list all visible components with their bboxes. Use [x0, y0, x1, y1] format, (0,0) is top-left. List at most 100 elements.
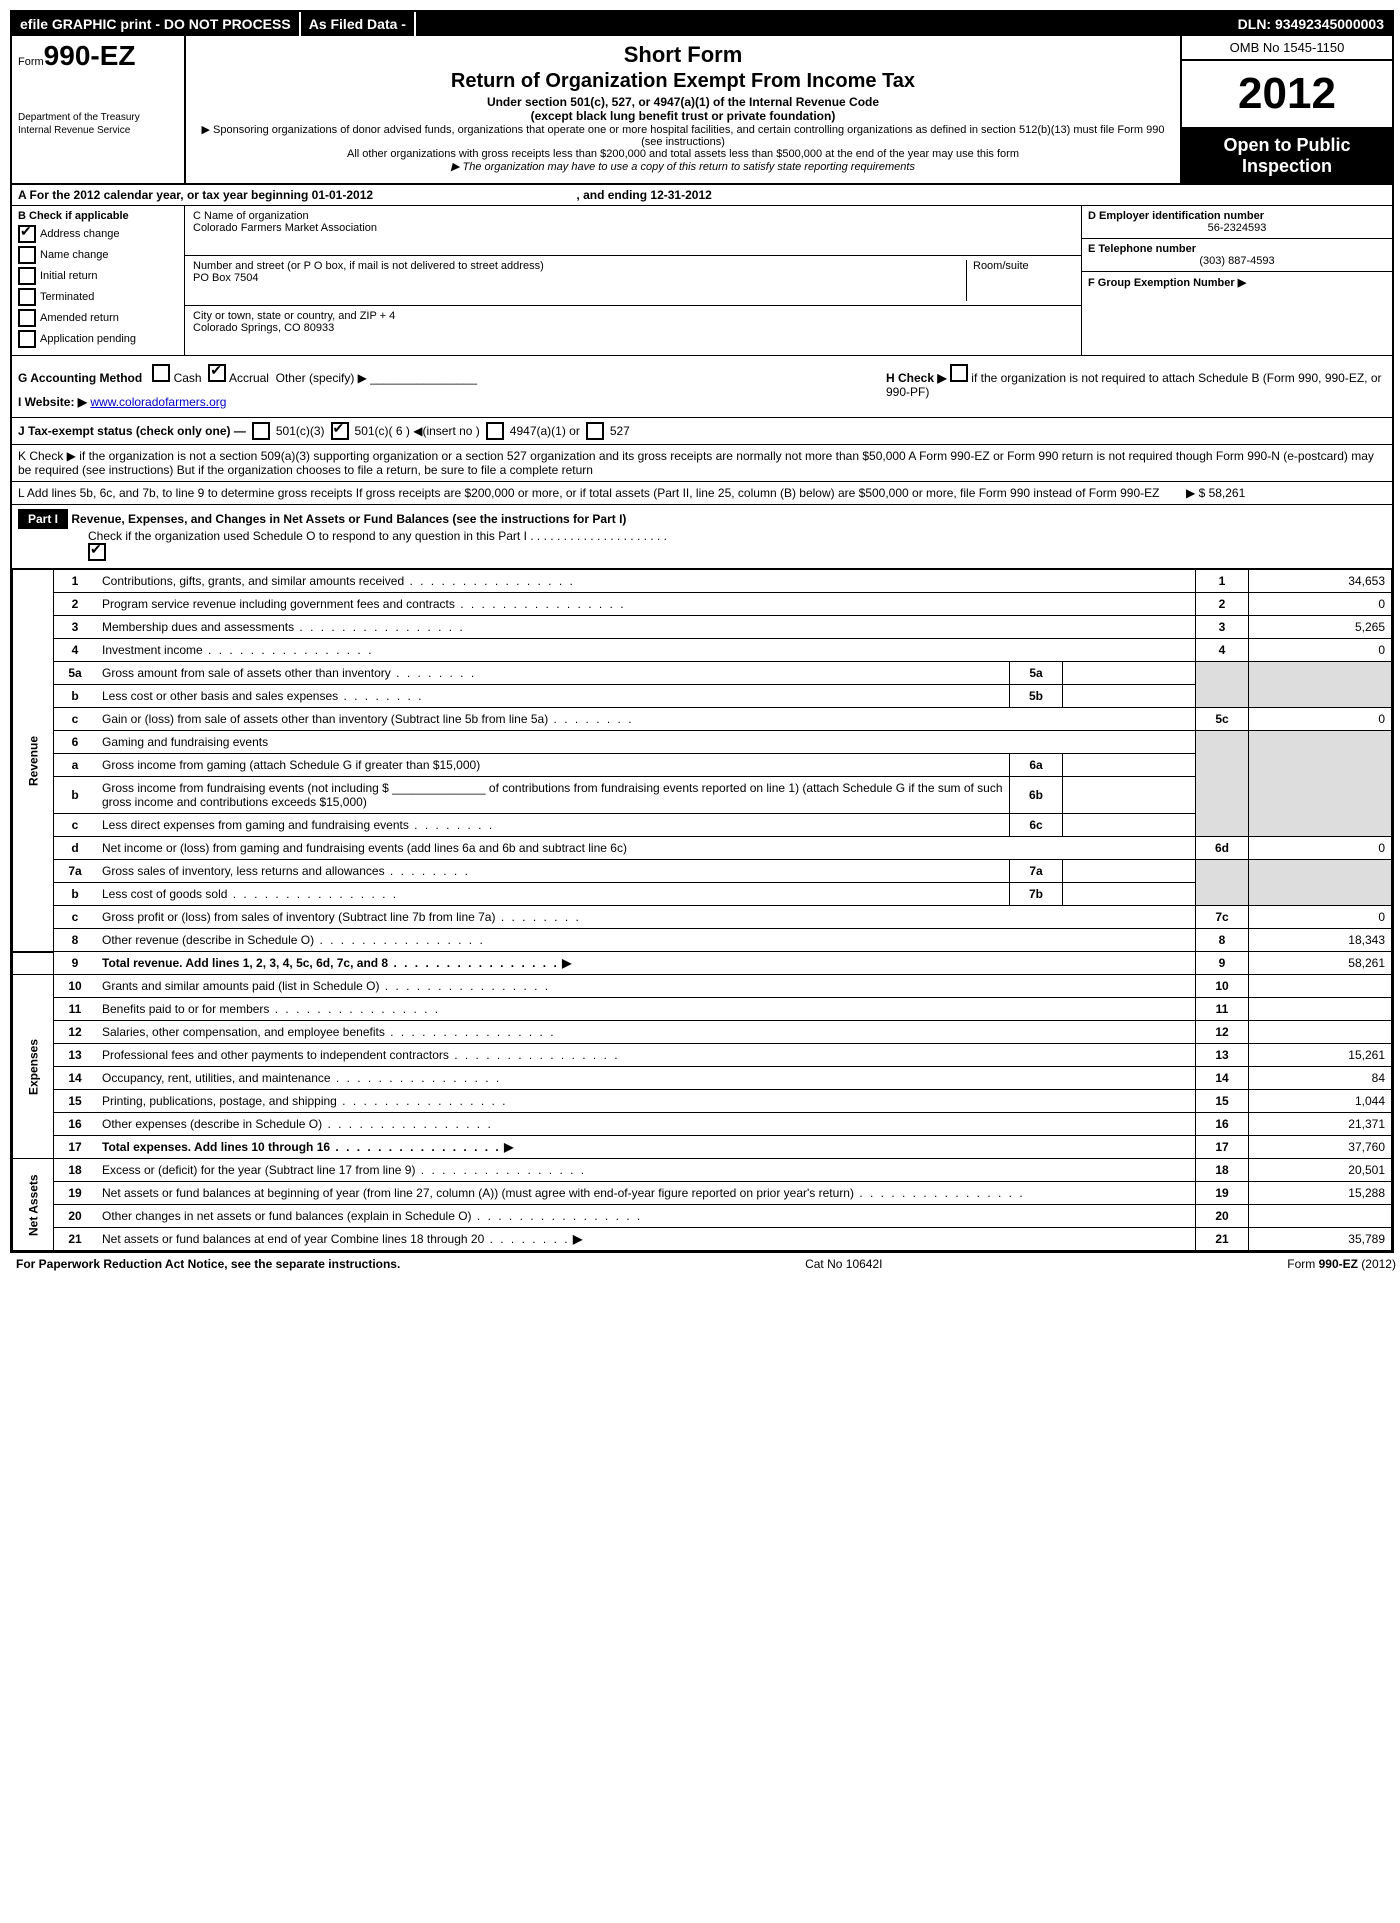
open-public-1: Open to Public: [1186, 135, 1388, 156]
subtitle-2: (except black lung benefit trust or priv…: [194, 109, 1172, 123]
row-l: L Add lines 5b, 6c, and 7b, to line 9 to…: [12, 482, 1392, 505]
row-g: G Accounting Method Cash Accrual Other (…: [12, 356, 880, 417]
website-link[interactable]: www.coloradofarmers.org: [90, 395, 226, 409]
row-h-label: H Check ▶: [886, 371, 947, 385]
header-left: Form990-EZ Department of the Treasury In…: [12, 36, 186, 183]
footer: For Paperwork Reduction Act Notice, see …: [10, 1253, 1400, 1275]
row-j: J Tax-exempt status (check only one) — 5…: [12, 418, 1392, 445]
form-990ez: efile GRAPHIC print - DO NOT PROCESS As …: [10, 10, 1394, 1253]
part-1-check-text: Check if the organization used Schedule …: [88, 529, 667, 543]
ein-value: 56-2324593: [1088, 222, 1386, 234]
header-center: Short Form Return of Organization Exempt…: [186, 36, 1180, 183]
section-b-to-f: B Check if applicable Address change Nam…: [12, 206, 1392, 356]
check-terminated[interactable]: Terminated: [18, 288, 178, 306]
group-exemption-label: F Group Exemption Number ▶: [1088, 277, 1246, 289]
checkbox-501c3[interactable]: [252, 422, 270, 440]
as-filed: As Filed Data -: [301, 12, 416, 36]
street-label: Number and street (or P O box, if mail i…: [193, 260, 966, 272]
omb-number: OMB No 1545-1150: [1182, 36, 1392, 61]
revenue-label: Revenue: [13, 570, 54, 952]
open-public-2: Inspection: [1186, 156, 1388, 177]
phone-row: E Telephone number (303) 887-4593: [1082, 239, 1392, 272]
checkbox-icon: [18, 309, 36, 327]
note-2: All other organizations with gross recei…: [194, 148, 1172, 160]
top-bar: efile GRAPHIC print - DO NOT PROCESS As …: [12, 12, 1392, 36]
short-form-title: Short Form: [194, 42, 1172, 68]
checkbox-527[interactable]: [586, 422, 604, 440]
part-1-badge: Part I: [18, 509, 68, 529]
city-row: City or town, state or country, and ZIP …: [185, 306, 1081, 355]
check-amended[interactable]: Amended return: [18, 309, 178, 327]
checkbox-icon: [18, 267, 36, 285]
expenses-label: Expenses: [13, 975, 54, 1159]
website-label: I Website: ▶: [18, 395, 87, 409]
row-l-amount: ▶ $ 58,261: [1186, 486, 1386, 500]
ein-label: D Employer identification number: [1088, 210, 1264, 222]
checkbox-icon: [18, 330, 36, 348]
net-assets-label: Net Assets: [13, 1159, 54, 1251]
room-label: Room/suite: [973, 260, 1073, 272]
group-exemption-row: F Group Exemption Number ▶: [1082, 272, 1392, 293]
open-to-public: Open to Public Inspection: [1182, 129, 1392, 183]
check-application-pending[interactable]: Application pending: [18, 330, 178, 348]
org-name-row: C Name of organization Colorado Farmers …: [185, 206, 1081, 256]
row-g-h: G Accounting Method Cash Accrual Other (…: [12, 356, 1392, 418]
street-value: PO Box 7504: [193, 272, 966, 284]
row-a-calendar-year: A For the 2012 calendar year, or tax yea…: [12, 185, 1392, 206]
col-b-header: B Check if applicable: [18, 210, 178, 222]
lines-table: Revenue 1 Contributions, gifts, grants, …: [12, 569, 1392, 1251]
line-amount: 34,653: [1249, 570, 1392, 593]
checkbox-schedule-o[interactable]: [88, 543, 106, 561]
org-name: Colorado Farmers Market Association: [193, 222, 1073, 234]
part-1-title: Revenue, Expenses, and Changes in Net As…: [71, 512, 626, 526]
col-d-f: D Employer identification number 56-2324…: [1081, 206, 1392, 355]
col-b: B Check if applicable Address change Nam…: [12, 206, 185, 355]
subtitle-1: Under section 501(c), 527, or 4947(a)(1)…: [194, 95, 1172, 109]
dln: DLN: 93492345000003: [1230, 12, 1392, 36]
row-a-label: A For the 2012 calendar year, or tax yea…: [18, 188, 373, 202]
check-address-change[interactable]: Address change: [18, 225, 178, 243]
check-name-change[interactable]: Name change: [18, 246, 178, 264]
tax-year: 2012: [1182, 61, 1392, 129]
row-l-text: L Add lines 5b, 6c, and 7b, to line 9 to…: [18, 486, 1186, 500]
footer-left: For Paperwork Reduction Act Notice, see …: [16, 1257, 400, 1271]
ein-row: D Employer identification number 56-2324…: [1082, 206, 1392, 239]
header-right: OMB No 1545-1150 2012 Open to Public Ins…: [1180, 36, 1392, 183]
main-title: Return of Organization Exempt From Incom…: [194, 70, 1172, 93]
part-1-header-row: Part I Revenue, Expenses, and Changes in…: [12, 505, 1392, 569]
checkbox-cash[interactable]: [152, 364, 170, 382]
dept-treasury: Department of the Treasury: [18, 112, 178, 123]
footer-center: Cat No 10642I: [805, 1257, 882, 1271]
line-desc: Contributions, gifts, grants, and simila…: [102, 574, 575, 588]
phone-label: E Telephone number: [1088, 243, 1196, 255]
row-k-text: K Check ▶ if the organization is not a s…: [18, 449, 1374, 477]
checkbox-501c[interactable]: [331, 422, 349, 440]
efile-notice: efile GRAPHIC print - DO NOT PROCESS: [12, 12, 301, 36]
row-h: H Check ▶ if the organization is not req…: [880, 356, 1392, 417]
col-c: C Name of organization Colorado Farmers …: [185, 206, 1081, 355]
street-row: Number and street (or P O box, if mail i…: [185, 256, 1081, 306]
checkbox-schedule-b[interactable]: [950, 364, 968, 382]
checkbox-4947[interactable]: [486, 422, 504, 440]
row-a-ending: , and ending 12-31-2012: [576, 188, 711, 202]
org-name-label: C Name of organization: [193, 210, 1073, 222]
note-3: ▶ The organization may have to use a cop…: [194, 160, 1172, 173]
line-num: 1: [54, 570, 97, 593]
checkbox-icon: [18, 225, 36, 243]
accounting-method-label: G Accounting Method: [18, 371, 142, 385]
form-number: Form990-EZ: [18, 40, 178, 72]
form-number-big: 990-EZ: [44, 40, 136, 71]
checkbox-icon: [18, 288, 36, 306]
city-value: Colorado Springs, CO 80933: [193, 322, 1073, 334]
row-i: I Website: ▶ www.coloradofarmers.org: [18, 395, 874, 409]
city-label: City or town, state or country, and ZIP …: [193, 310, 1073, 322]
form-prefix: Form: [18, 56, 44, 68]
phone-value: (303) 887-4593: [1088, 255, 1386, 267]
checkbox-accrual[interactable]: [208, 364, 226, 382]
footer-right: Form 990-EZ (2012): [1287, 1257, 1396, 1271]
line-ref: 1: [1196, 570, 1249, 593]
note-1: ▶ Sponsoring organizations of donor advi…: [194, 123, 1172, 148]
check-initial-return[interactable]: Initial return: [18, 267, 178, 285]
tax-exempt-label: J Tax-exempt status (check only one) —: [18, 424, 246, 438]
header-row: Form990-EZ Department of the Treasury In…: [12, 36, 1392, 185]
